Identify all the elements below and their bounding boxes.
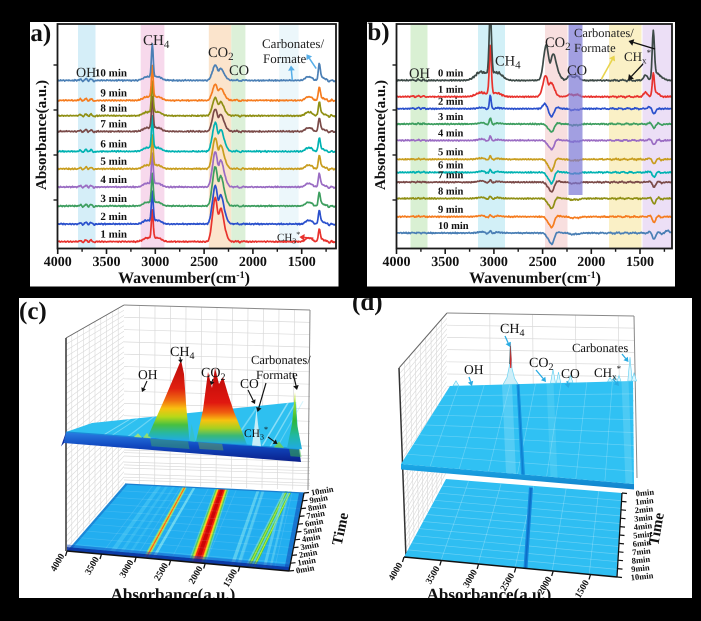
svg-text:10min: 10min: [630, 570, 654, 582]
svg-text:CH4: CH4: [500, 322, 524, 339]
svg-text:CO2: CO2: [529, 356, 553, 373]
svg-text:CH4: CH4: [170, 345, 194, 362]
svg-text:Wavenumber(cm-1): Wavenumber(cm-1): [469, 270, 601, 287]
svg-text:Carbonates: Carbonates: [572, 341, 628, 355]
svg-text:OH: OH: [409, 66, 430, 82]
svg-text:10 min: 10 min: [95, 67, 127, 79]
svg-text:1500: 1500: [288, 255, 316, 270]
svg-text:5min: 5min: [303, 523, 323, 536]
svg-text:4000: 4000: [44, 255, 72, 270]
svg-text:3min: 3min: [634, 512, 654, 524]
svg-text:(b): (b): [359, 19, 390, 46]
svg-text:2000: 2000: [239, 255, 267, 270]
svg-text:Formate: Formate: [574, 41, 616, 55]
svg-text:1min: 1min: [635, 495, 655, 507]
svg-text:7min: 7min: [306, 508, 326, 521]
svg-text:0min: 0min: [635, 487, 655, 499]
svg-text:6min: 6min: [632, 537, 652, 549]
svg-text:Time: Time: [330, 511, 353, 547]
svg-text:8 min: 8 min: [100, 103, 127, 115]
svg-text:4min: 4min: [301, 531, 321, 544]
svg-text:9min: 9min: [631, 562, 651, 574]
svg-text:OH: OH: [76, 66, 96, 81]
svg-text:3000: 3000: [480, 255, 508, 270]
svg-text:OH: OH: [138, 367, 158, 382]
svg-text:2500: 2500: [529, 255, 557, 270]
svg-text:4 min: 4 min: [438, 128, 464, 139]
svg-text:3500: 3500: [92, 255, 120, 270]
svg-text:(c): (c): [19, 298, 47, 325]
svg-text:CO: CO: [229, 63, 249, 79]
svg-text:1 min: 1 min: [100, 229, 127, 241]
svg-text:Absorbance(a.u.): Absorbance(a.u.): [34, 80, 50, 190]
svg-text:9 min: 9 min: [100, 87, 127, 99]
svg-text:CH4: CH4: [495, 54, 521, 72]
svg-text:OH: OH: [464, 362, 484, 377]
svg-text:3 min: 3 min: [438, 112, 464, 123]
svg-text:8 min: 8 min: [438, 187, 464, 198]
svg-text:CO: CO: [240, 376, 259, 391]
svg-text:CH4: CH4: [143, 33, 170, 51]
svg-text:3000: 3000: [141, 255, 169, 270]
svg-text:Formate: Formate: [263, 51, 307, 66]
svg-text:Wavenumber(cm-1): Wavenumber(cm-1): [118, 270, 250, 287]
svg-text:6min: 6min: [304, 516, 324, 529]
svg-text:CO2: CO2: [208, 45, 234, 63]
svg-text:7min: 7min: [632, 545, 652, 557]
svg-text:5 min: 5 min: [438, 147, 464, 158]
svg-text:2 min: 2 min: [100, 211, 127, 223]
svg-text:CO: CO: [567, 63, 587, 79]
svg-text:9min: 9min: [309, 492, 329, 505]
svg-text:3500: 3500: [431, 255, 459, 270]
svg-text:1min: 1min: [297, 555, 317, 568]
svg-text:3min: 3min: [300, 539, 320, 552]
svg-text:CO: CO: [561, 366, 580, 381]
svg-text:2000: 2000: [577, 255, 605, 270]
svg-text:Carbonates/: Carbonates/: [251, 353, 311, 367]
svg-text:2min: 2min: [634, 503, 654, 515]
svg-text:10min: 10min: [310, 484, 334, 498]
svg-text:8min: 8min: [631, 554, 651, 566]
svg-text:CO2: CO2: [201, 366, 225, 383]
svg-text:5min: 5min: [633, 529, 653, 541]
svg-text:Absorbance(a.u.): Absorbance(a.u.): [373, 80, 389, 190]
svg-text:7 min: 7 min: [438, 170, 464, 181]
svg-text:5 min: 5 min: [100, 156, 127, 168]
svg-text:2min: 2min: [298, 547, 318, 560]
svg-text:1 min: 1 min: [438, 85, 464, 96]
svg-text:(a): (a): [22, 20, 51, 47]
svg-text:10 min: 10 min: [438, 221, 469, 232]
svg-text:4000: 4000: [382, 255, 410, 270]
svg-text:Carbonates/: Carbonates/: [574, 26, 634, 40]
svg-text:Carbonates/: Carbonates/: [262, 36, 324, 51]
svg-text:7 min: 7 min: [100, 118, 127, 130]
svg-text:Absorbance(a.u.): Absorbance(a.u.): [111, 585, 236, 604]
svg-text:Absorbance(a.u.): Absorbance(a.u.): [427, 585, 552, 604]
svg-text:0 min: 0 min: [438, 68, 464, 79]
svg-text:4min: 4min: [633, 520, 653, 532]
svg-text:Time: Time: [646, 511, 668, 547]
svg-text:Formate: Formate: [256, 368, 298, 382]
svg-text:6 min: 6 min: [100, 138, 127, 150]
svg-text:2500: 2500: [190, 255, 218, 270]
svg-text:3 min: 3 min: [100, 193, 127, 205]
svg-text:6 min: 6 min: [438, 160, 464, 171]
svg-text:9 min: 9 min: [438, 205, 464, 216]
svg-text:4 min: 4 min: [100, 174, 127, 186]
svg-text:1500: 1500: [626, 255, 654, 270]
svg-text:0min: 0min: [295, 562, 315, 575]
svg-text:CO2: CO2: [545, 35, 571, 53]
svg-text:8min: 8min: [307, 500, 327, 513]
svg-text:2 min: 2 min: [438, 97, 464, 108]
svg-text:(d): (d): [352, 289, 383, 316]
